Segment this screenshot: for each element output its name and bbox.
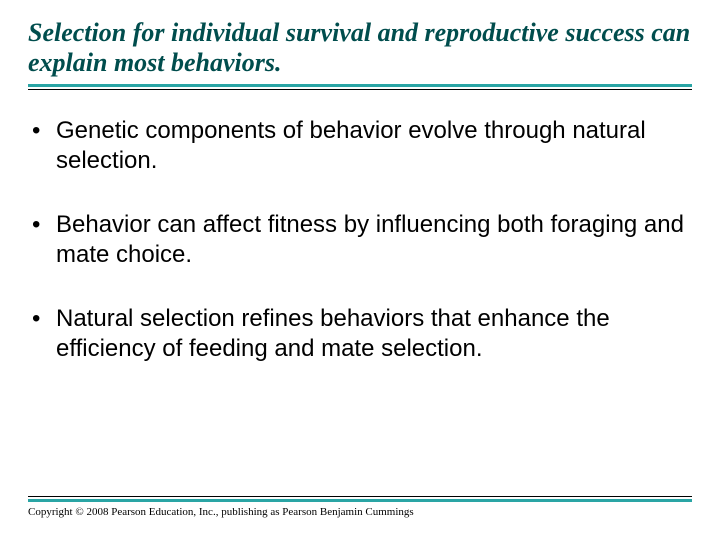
bullet-item: Behavior can affect fitness by influenci…	[28, 210, 692, 270]
copyright-text: Copyright © 2008 Pearson Education, Inc.…	[28, 506, 692, 518]
bullet-list: Genetic components of behavior evolve th…	[28, 116, 692, 364]
title-rule-teal	[28, 84, 692, 87]
footer-rule-thin	[28, 496, 692, 497]
slide-title: Selection for individual survival and re…	[28, 18, 692, 78]
footer-rule-teal	[28, 499, 692, 502]
slide-footer: Copyright © 2008 Pearson Education, Inc.…	[28, 496, 692, 518]
title-rule-thin	[28, 89, 692, 90]
slide-container: Selection for individual survival and re…	[0, 0, 720, 540]
bullet-item: Genetic components of behavior evolve th…	[28, 116, 692, 176]
bullet-item: Natural selection refines behaviors that…	[28, 304, 692, 364]
